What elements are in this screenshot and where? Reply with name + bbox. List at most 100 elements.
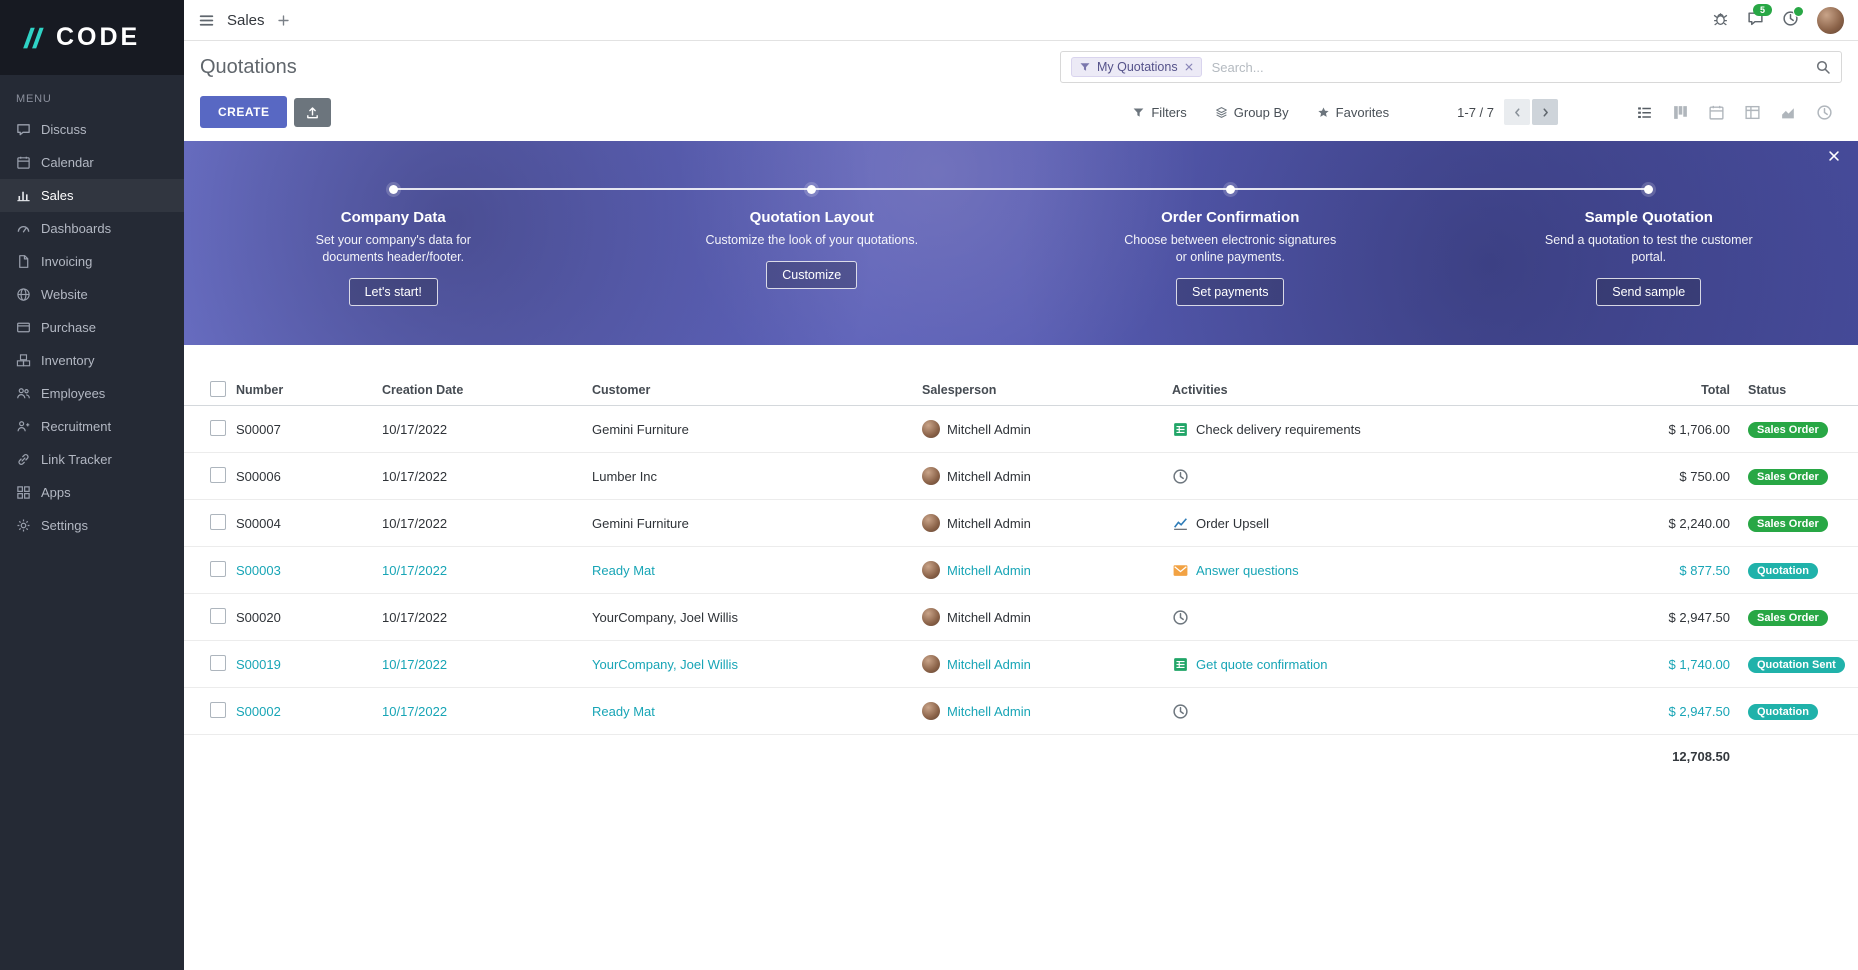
user-avatar[interactable] [1817,6,1844,34]
column-header-number[interactable]: Number [236,383,284,397]
page-title: Quotations [200,55,297,78]
column-header-total[interactable]: Total [1701,383,1730,397]
step-action-button[interactable]: Let's start! [348,277,438,306]
spreadsheet-icon[interactable] [1172,656,1189,673]
view-calendar-button[interactable] [1698,97,1734,127]
pager-range: 1-7 / 7 [1457,104,1494,120]
step-dot [388,185,398,194]
row-checkbox[interactable] [210,466,226,483]
quotation-number[interactable]: S00020 [236,609,281,625]
table-row[interactable]: S00020 10/17/2022 YourCompany, Joel Will… [184,594,1858,641]
favorites-button[interactable]: Favorites [1317,105,1389,120]
quotation-number[interactable]: S00006 [236,468,281,484]
column-header-creation-date[interactable]: Creation Date [382,383,464,397]
row-checkbox[interactable] [210,654,226,671]
clock-icon[interactable] [1172,468,1189,485]
brand-logo[interactable]: CODE [0,0,184,75]
sidebar-item-employees[interactable]: Employees [0,377,184,410]
salesperson-avatar [922,655,940,673]
clock-icon[interactable] [1172,609,1189,626]
table-row[interactable]: S00019 10/17/2022 YourCompany, Joel Will… [184,641,1858,688]
sidebar-item-website[interactable]: Website [0,278,184,311]
favorites-icon [1317,106,1330,119]
debug-button[interactable] [1712,10,1729,30]
creation-date: 10/17/2022 [382,703,448,719]
view-list-button[interactable] [1626,97,1662,127]
customer-name: Gemini Furniture [592,515,689,531]
search-bar[interactable]: My Quotations [1060,51,1842,83]
systray: 5 [1712,4,1844,34]
sidebar-item-apps[interactable]: Apps [0,476,184,509]
quotation-number[interactable]: S00004 [236,515,281,531]
view-kanban-button[interactable] [1662,97,1698,127]
search-facet[interactable]: My Quotations [1071,57,1202,77]
spreadsheet-icon[interactable] [1172,421,1189,438]
column-header-customer[interactable]: Customer [592,383,651,397]
sidebar-item-discuss[interactable]: Discuss [0,113,184,146]
add-tab-icon[interactable] [277,14,290,27]
step-action-button[interactable]: Set payments [1176,277,1285,306]
row-checkbox[interactable] [210,419,226,436]
boxes-icon [16,353,31,368]
column-header-activities[interactable]: Activities [1172,383,1228,397]
row-checkbox[interactable] [210,607,226,624]
envelope-icon[interactable] [1172,562,1189,579]
view-graph-button[interactable] [1770,97,1806,127]
sidebar-item-recruitment[interactable]: Recruitment [0,410,184,443]
search-input[interactable] [1209,58,1807,76]
quotation-number[interactable]: S00002 [236,703,281,719]
current-app-name[interactable]: Sales [227,11,265,29]
row-checkbox[interactable] [210,560,226,577]
create-button[interactable]: CREATE [200,96,288,128]
column-header-status[interactable]: Status [1748,383,1787,397]
sidebar-item-calendar[interactable]: Calendar [0,146,184,179]
total-amount: $ 1,706.00 [1668,421,1730,437]
sidebar-item-settings[interactable]: Settings [0,509,184,542]
quotation-number[interactable]: S00003 [236,562,281,578]
step-description: Choose between electronic signatures or … [1124,233,1337,264]
messages-tray[interactable]: 5 [1747,4,1772,30]
row-checkbox[interactable] [210,701,226,718]
sidebar-item-dashboards[interactable]: Dashboards [0,212,184,245]
clock-icon[interactable] [1172,703,1189,720]
creation-date: 10/17/2022 [382,656,448,672]
sidebar-item-sales[interactable]: Sales [0,179,184,212]
step-action-button[interactable]: Customize [766,260,858,289]
table-row[interactable]: S00003 10/17/2022 Ready Mat Mitchell Adm… [184,547,1858,594]
chart-line-icon[interactable] [1172,515,1189,532]
group-by-button[interactable]: Group By [1215,105,1289,120]
column-header-salesperson[interactable]: Salesperson [922,383,997,397]
table-row[interactable]: S00007 10/17/2022 Gemini Furniture Mitch… [184,406,1858,453]
search-icon[interactable] [1815,59,1831,75]
link-icon [16,452,31,467]
select-all-checkbox[interactable] [210,380,226,397]
facet-remove-icon[interactable] [1184,62,1194,72]
banner-close-button[interactable] [1826,149,1842,165]
salesperson-name: Mitchell Admin [947,515,1031,531]
pager-next-button[interactable] [1532,99,1558,125]
sidebar-item-label: Dashboards [41,221,112,236]
creation-date: 10/17/2022 [382,468,448,484]
salesperson-name: Mitchell Admin [947,421,1031,437]
step-action-button[interactable]: Send sample [1596,277,1702,306]
view-activity-button[interactable] [1806,97,1842,127]
export-button[interactable] [294,97,332,127]
view-pivot-button[interactable] [1734,97,1770,127]
activities-tray[interactable] [1782,6,1804,30]
quotation-number[interactable]: S00007 [236,421,281,437]
chevron-right-icon [1539,106,1552,119]
onboarding-steps: Company Data Set your company's data for… [184,141,1858,345]
table-row[interactable]: S00004 10/17/2022 Gemini Furniture Mitch… [184,500,1858,547]
filters-button[interactable]: Filters [1132,105,1187,120]
sidebar-item-inventory[interactable]: Inventory [0,344,184,377]
sidebar-item-link-tracker[interactable]: Link Tracker [0,443,184,476]
apps-menu-icon[interactable] [198,12,215,29]
sidebar-item-invoicing[interactable]: Invoicing [0,245,184,278]
table-row[interactable]: S00006 10/17/2022 Lumber Inc Mitchell Ad… [184,453,1858,500]
sidebar-item-purchase[interactable]: Purchase [0,311,184,344]
quotation-number[interactable]: S00019 [236,656,281,672]
row-checkbox[interactable] [210,513,226,530]
pager-previous-button[interactable] [1504,99,1530,125]
table-row[interactable]: S00002 10/17/2022 Ready Mat Mitchell Adm… [184,688,1858,735]
